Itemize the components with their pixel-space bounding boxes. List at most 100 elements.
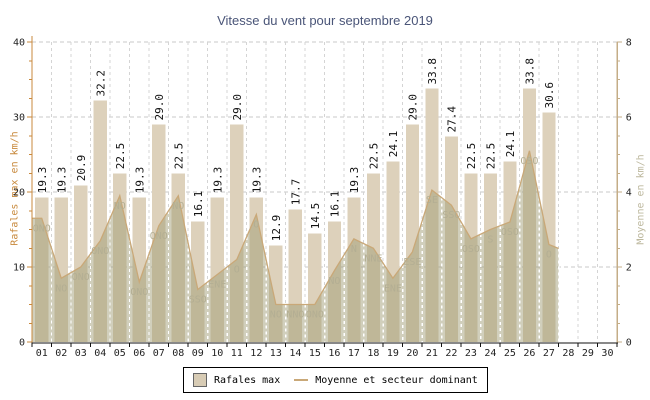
- bar-value-label: 17.7: [289, 179, 302, 206]
- sector-label: O: [253, 220, 259, 231]
- bar: [132, 197, 146, 342]
- bar-value-label: 22.5: [465, 143, 478, 170]
- left-tick-label: 30: [13, 113, 25, 124]
- bar-value-label: 29.0: [231, 94, 244, 121]
- sector-label: NO: [172, 201, 184, 212]
- bar: [191, 221, 205, 342]
- bar: [54, 197, 68, 342]
- sector-label: NNE: [364, 253, 382, 264]
- x-tick-label: 17: [348, 348, 360, 359]
- sector-label: NNO: [286, 310, 304, 321]
- bar: [113, 173, 127, 342]
- sector-label: ONO: [306, 310, 324, 321]
- bar: [269, 245, 283, 342]
- bar-value-label: 29.0: [153, 94, 166, 121]
- bar: [503, 161, 517, 342]
- right-tick-label: 4: [626, 188, 632, 199]
- bar-value-label: 30.6: [543, 82, 556, 109]
- x-tick-label: 14: [289, 348, 301, 359]
- x-tick-label: 12: [250, 348, 262, 359]
- sector-label: S: [487, 235, 493, 246]
- legend-bar-swatch: [193, 373, 207, 387]
- sector-label: ESE: [403, 257, 421, 268]
- bar: [542, 112, 556, 342]
- bar-value-label: 32.2: [94, 70, 107, 97]
- bar: [405, 124, 419, 342]
- bar-value-label: 24.1: [387, 131, 400, 158]
- bar: [347, 197, 361, 342]
- x-tick-label: 25: [504, 348, 516, 359]
- bar: [210, 197, 224, 342]
- bar-value-label: 22.5: [172, 143, 185, 170]
- bar: [464, 173, 478, 342]
- bar-value-label: 16.1: [192, 191, 205, 218]
- legend: Rafales max Moyenne et secteur dominant: [183, 367, 488, 393]
- sector-label: NO: [328, 276, 340, 287]
- left-tick-label: 40: [13, 38, 25, 49]
- sector-label: O: [234, 265, 240, 276]
- x-tick-label: 15: [309, 348, 321, 359]
- bar-value-label: 29.0: [406, 94, 419, 121]
- x-tick-label: 11: [231, 348, 243, 359]
- sector-label: ENE: [384, 283, 402, 294]
- right-tick-label: 0: [626, 338, 632, 349]
- sector-label: ONO: [150, 231, 168, 242]
- bar-value-label: 19.3: [250, 167, 263, 194]
- bar: [74, 185, 88, 342]
- sector-label: SSO: [442, 210, 460, 221]
- right-tick-label: 8: [626, 38, 632, 49]
- bar: [249, 197, 263, 342]
- bar-value-label: 19.3: [211, 167, 224, 194]
- moyenne-line: [32, 150, 559, 306]
- x-tick-label: 05: [114, 348, 126, 359]
- bar-value-label: 19.3: [348, 167, 361, 194]
- bar-value-label: 14.5: [309, 203, 322, 230]
- bar-value-label: 19.3: [55, 167, 68, 194]
- bar: [522, 88, 537, 342]
- x-tick-label: 06: [133, 348, 145, 359]
- bar-value-label: 22.5: [484, 143, 497, 170]
- sector-label: ONO: [91, 246, 109, 257]
- bar-value-label: 12.9: [270, 215, 283, 242]
- bar-value-label: 27.4: [445, 106, 458, 133]
- x-tick-label: 04: [94, 348, 106, 359]
- bar: [327, 221, 341, 342]
- x-tick-label: 27: [543, 348, 555, 359]
- sector-label: ENE: [208, 280, 226, 291]
- bar: [308, 233, 322, 342]
- x-tick-label: 28: [562, 348, 574, 359]
- sector-label: SSO: [189, 295, 207, 306]
- bar: [35, 197, 49, 342]
- x-tick-label: 13: [270, 348, 282, 359]
- x-tick-label: 30: [601, 348, 613, 359]
- x-tick-label: 10: [211, 348, 223, 359]
- bar: [288, 209, 302, 342]
- sector-label: ONO: [33, 223, 51, 234]
- sector-label: NO: [270, 310, 282, 321]
- right-tick-label: 2: [626, 263, 632, 274]
- x-tick-label: 16: [328, 348, 340, 359]
- x-tick-label: 24: [484, 348, 496, 359]
- sector-label: NO: [55, 283, 67, 294]
- sector-label: O: [546, 250, 552, 261]
- sector-label: N: [351, 244, 357, 255]
- chart-title: Vitesse du vent pour septembre 2019: [217, 13, 433, 28]
- sector-label: SE: [426, 195, 438, 206]
- bar-value-label: 22.5: [114, 143, 127, 170]
- bar: [444, 136, 458, 342]
- left-tick-label: 10: [13, 263, 25, 274]
- legend-line-label: Moyenne et secteur dominant: [315, 374, 478, 386]
- moyenne-area: [32, 150, 559, 342]
- bar-value-label: 24.1: [504, 131, 517, 158]
- left-tick-label: 20: [13, 188, 25, 199]
- bar-value-label: 19.3: [133, 167, 146, 194]
- bar: [93, 100, 107, 342]
- bar-value-label: 33.8: [426, 58, 439, 85]
- sector-label: OSO: [501, 227, 519, 238]
- bar: [386, 161, 400, 342]
- sector-label: OSO: [462, 244, 480, 255]
- x-tick-label: 21: [426, 348, 438, 359]
- bar-value-label: 19.3: [36, 167, 49, 194]
